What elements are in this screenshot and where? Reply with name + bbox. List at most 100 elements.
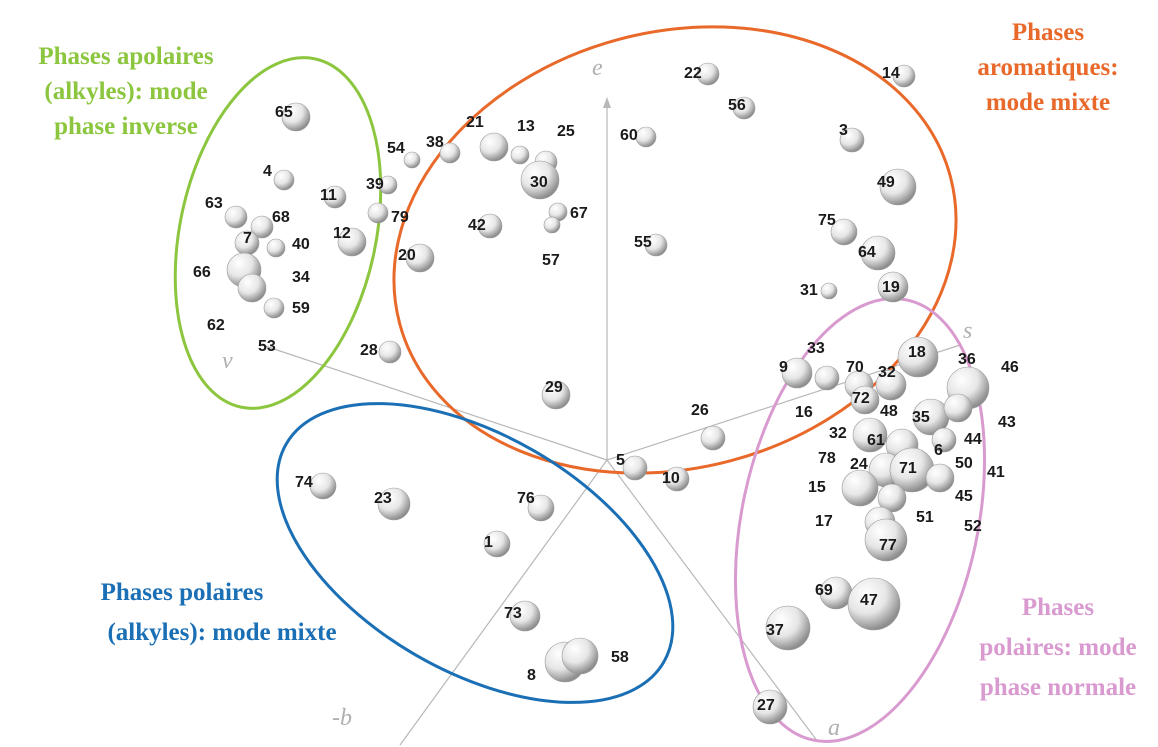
point-label: 61 [867, 432, 885, 449]
phase-sphere [543, 216, 561, 234]
phase-sphere [850, 385, 880, 415]
axis-neg-b [399, 459, 608, 746]
phase-sphere [781, 357, 813, 389]
phase-sphere [875, 369, 907, 401]
point-label: 19 [882, 279, 900, 296]
point-label: 6 [934, 442, 943, 459]
axis-e-arrow [603, 97, 611, 108]
axes [261, 97, 961, 746]
point-label: 37 [766, 622, 784, 639]
phase-sphere [814, 365, 840, 391]
point-label: 40 [292, 236, 310, 253]
point-label: 22 [684, 65, 702, 82]
point-label: 46 [1001, 359, 1019, 376]
point-label: 72 [852, 390, 870, 407]
ellipse-aromatic [392, 25, 958, 475]
point-label: 52 [964, 518, 982, 535]
phase-sphere [879, 168, 917, 206]
point-label: 42 [468, 217, 486, 234]
phase-sphere [877, 271, 909, 303]
point-label: 38 [426, 134, 444, 151]
phase-sphere [266, 238, 286, 258]
phase-sphere [644, 233, 668, 257]
phase-sphere [622, 455, 648, 481]
phase-sphere [635, 126, 657, 148]
point-label: 9 [779, 359, 788, 376]
point-label: 32 [878, 364, 896, 381]
point-label: 53 [258, 338, 276, 355]
point-label: 13 [517, 118, 535, 135]
phase-sphere [839, 127, 865, 153]
phase-sphere [337, 227, 367, 257]
phase-sphere [439, 142, 461, 164]
point-label: 57 [542, 252, 560, 269]
point-label: 43 [998, 414, 1016, 431]
point-label: 77 [879, 537, 897, 554]
phase-sphere [700, 425, 726, 451]
point-label: 55 [634, 234, 652, 251]
phase-sphere [323, 185, 347, 209]
phase-sphere [852, 417, 888, 453]
point-label: 56 [728, 97, 746, 114]
phase-labels: 65 4 11 39 79 63 68 7 40 12 66 34 59 62 … [193, 65, 1019, 714]
point-label: 60 [620, 127, 638, 144]
phase-sphere [479, 132, 509, 162]
group-polar-mixed-title: Phases polaires (alkyles): mode mixte [101, 579, 337, 646]
point-label: 67 [570, 205, 588, 222]
point-label: 11 [320, 187, 337, 204]
point-label: 15 [808, 479, 826, 496]
point-label: 49 [877, 174, 895, 191]
phase-sphere [509, 600, 541, 632]
point-label: 54 [387, 140, 405, 157]
phase-sphere [765, 605, 811, 651]
point-label: 24 [850, 456, 868, 473]
point-label: 12 [333, 225, 351, 242]
axis-v [261, 344, 608, 461]
point-label: 18 [908, 344, 926, 361]
point-label: 26 [691, 402, 709, 419]
point-label: 27 [757, 697, 775, 714]
group-aromatic-title: Phases aromatiques: mode mixte [977, 19, 1118, 116]
phase-sphere [403, 151, 421, 169]
phase-sphere [405, 243, 435, 273]
phase-sphere [263, 297, 285, 319]
point-label: 39 [366, 176, 384, 193]
phase-sphere [830, 218, 858, 246]
point-label: 5 [616, 452, 625, 469]
axis-label-neg-b: -b [332, 705, 352, 731]
phase-sphere [860, 235, 896, 271]
group-polar-normal-line-2: polaires: mode [979, 634, 1136, 661]
phase-sphere [309, 472, 337, 500]
axis-label-v: v [222, 348, 233, 374]
point-label: 23 [374, 490, 392, 507]
phase-sphere [224, 205, 248, 229]
phase-sphere [864, 518, 908, 562]
group-polar-normal-line-3: phase normale [980, 674, 1136, 701]
group-apolar-title: Phases apolaires (alkyles): mode phase i… [38, 43, 214, 140]
phase-sphere [541, 380, 571, 410]
group-aromatic-line-1: Phases [1012, 19, 1085, 46]
phase-sphere [510, 145, 530, 165]
phase-sphere [273, 169, 295, 191]
phase-sphere [520, 160, 560, 200]
group-aromatic-line-2: aromatiques: [977, 54, 1118, 81]
phase-sphere [752, 689, 788, 725]
phase-spheres [224, 62, 990, 725]
point-label: 45 [955, 488, 973, 505]
point-label: 29 [545, 379, 563, 396]
phase-sphere [877, 483, 907, 513]
ellipse-apolar [173, 56, 383, 410]
point-label: 4 [263, 163, 272, 180]
group-polar-normal-title: Phases polaires: mode phase normale [979, 594, 1136, 701]
point-label: 33 [807, 340, 825, 357]
point-label: 58 [611, 649, 629, 666]
phase-sphere [377, 487, 411, 521]
point-label: 75 [818, 212, 836, 229]
point-label: 73 [504, 605, 522, 622]
point-label: 3 [839, 122, 848, 139]
point-label: 68 [272, 209, 290, 226]
group-apolar-line-3: phase inverse [54, 113, 198, 140]
point-label: 41 [987, 464, 1005, 481]
phase-sphere [664, 466, 690, 492]
point-label: 8 [527, 667, 536, 684]
